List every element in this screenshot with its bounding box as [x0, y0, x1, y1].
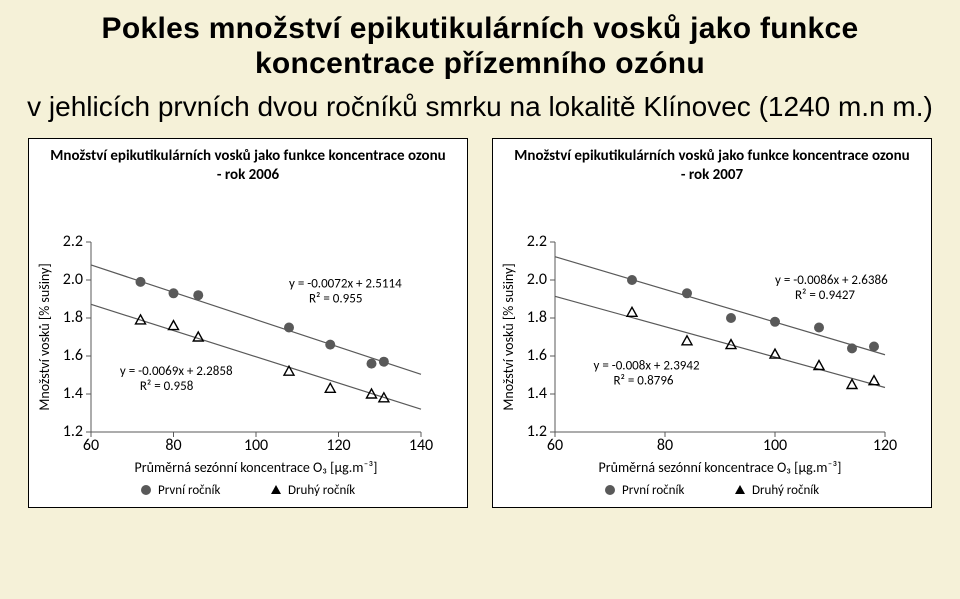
- svg-text:140: 140: [409, 436, 433, 455]
- svg-text:100: 100: [244, 436, 268, 455]
- svg-text:První ročník: První ročník: [622, 483, 684, 498]
- svg-text:Druhý ročník: Druhý ročník: [752, 483, 819, 498]
- svg-text:R² = 0.955: R² = 0.955: [309, 291, 362, 306]
- svg-text:1.6: 1.6: [527, 346, 547, 365]
- title-line1: Pokles množství epikutikulárních vosků j…: [102, 12, 859, 45]
- slide-title: Pokles množství epikutikulárních vosků j…: [20, 12, 940, 81]
- svg-text:2.0: 2.0: [63, 270, 83, 289]
- svg-text:1.8: 1.8: [527, 308, 547, 327]
- chart-panel-2007: Množství epikutikulárních vosků jako fun…: [492, 138, 932, 508]
- svg-text:1.2: 1.2: [527, 422, 547, 441]
- svg-text:Průměrná sezónní koncentrace O: Průměrná sezónní koncentrace O₃ [µg.m⁻³]: [599, 459, 842, 476]
- svg-text:60: 60: [83, 436, 99, 455]
- title-line2: koncentrace přízemního ozónu: [20, 47, 940, 82]
- svg-text:R² = 0.9427: R² = 0.9427: [795, 287, 855, 302]
- svg-text:Průměrná sezónní koncentrace O: Průměrná sezónní koncentrace O₃ [µg.m⁻³]: [135, 459, 378, 476]
- svg-text:60: 60: [547, 436, 563, 455]
- svg-text:y = -0.008x + 2.3942: y = -0.008x + 2.3942: [594, 358, 700, 373]
- svg-text:y = -0.0069x + 2.2858: y = -0.0069x + 2.2858: [120, 364, 233, 379]
- slide-subtitle: v jehlicích prvních dvou ročníků smrku n…: [20, 89, 940, 124]
- svg-text:2.2: 2.2: [527, 232, 547, 251]
- svg-text:80: 80: [657, 436, 673, 455]
- svg-text:Druhý ročník: Druhý ročník: [288, 483, 355, 498]
- chart-svg-2006: 1.2 1.4 1.6 1.8 2.0 2.2 60 80 100 120 140 Průměrná …: [29, 187, 469, 507]
- charts-row: Množství epikutikulárních vosků jako fun…: [20, 138, 940, 508]
- svg-text:80: 80: [165, 436, 181, 455]
- chart-title: Množství epikutikulárních vosků jako fun…: [29, 139, 467, 187]
- svg-text:y = -0.0072x + 2.5114: y = -0.0072x + 2.5114: [289, 276, 402, 291]
- svg-text:1.6: 1.6: [63, 346, 83, 365]
- svg-text:2.2: 2.2: [63, 232, 83, 251]
- svg-text:2.0: 2.0: [527, 270, 547, 289]
- svg-text:1.8: 1.8: [63, 308, 83, 327]
- svg-text:1.4: 1.4: [63, 384, 83, 403]
- svg-text:100: 100: [763, 436, 787, 455]
- svg-text:1.4: 1.4: [527, 384, 547, 403]
- chart-title: Množství epikutikulárních vosků jako fun…: [493, 139, 931, 187]
- svg-text:120: 120: [326, 436, 350, 455]
- chart-panel-2006: Množství epikutikulárních vosků jako fun…: [28, 138, 468, 508]
- svg-text:Množství vosků [% sušiny]: Množství vosků [% sušiny]: [500, 263, 517, 410]
- svg-text:120: 120: [873, 436, 897, 455]
- svg-text:První ročník: První ročník: [158, 483, 220, 498]
- svg-text:Množství vosků [% sušiny]: Množství vosků [% sušiny]: [36, 263, 53, 410]
- svg-text:y = -0.0086x + 2.6386: y = -0.0086x + 2.6386: [775, 272, 888, 287]
- svg-text:R² = 0.958: R² = 0.958: [140, 379, 194, 394]
- svg-text:R² = 0.8796: R² = 0.8796: [614, 373, 674, 388]
- slide: Pokles množství epikutikulárních vosků j…: [0, 0, 960, 599]
- chart-svg-2007: 1.2 1.4 1.6 1.8 2.0 2.2 60 80 100 120 Průměrná sez…: [493, 187, 933, 507]
- svg-text:1.2: 1.2: [63, 422, 83, 441]
